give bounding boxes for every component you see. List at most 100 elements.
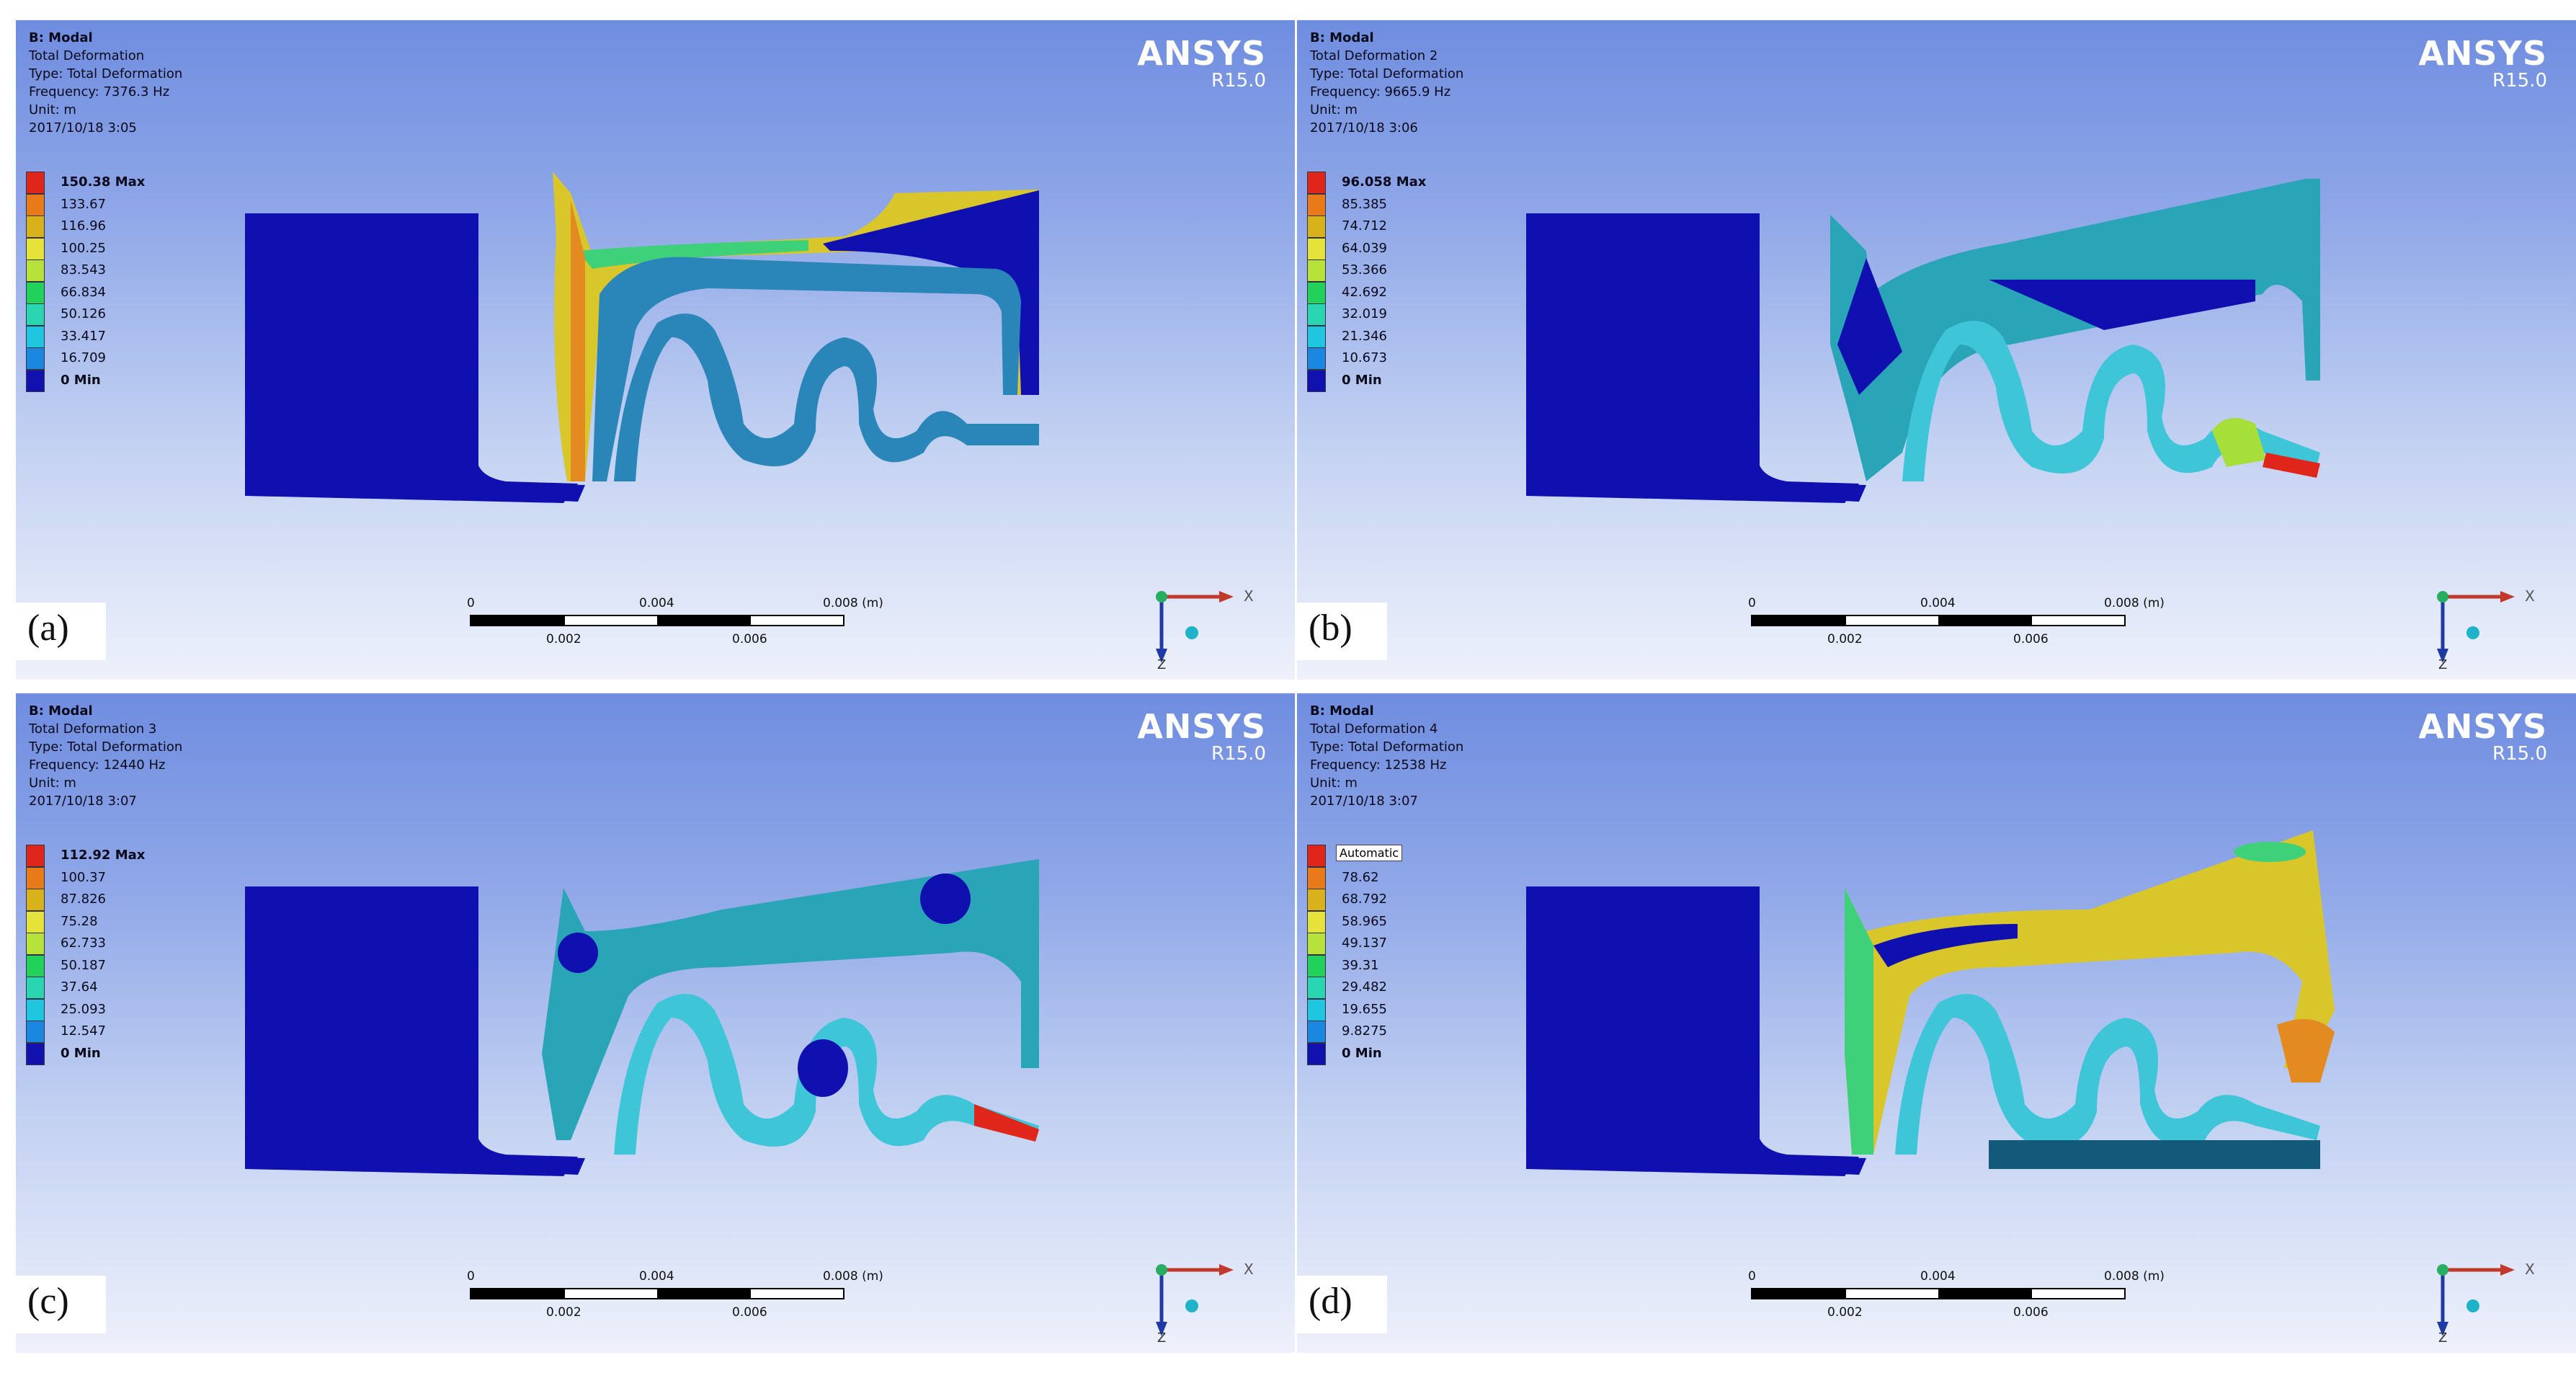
x-axis-label: X: [2525, 1261, 2535, 1278]
legend-swatch: [1307, 889, 1326, 911]
axis-triad[interactable]: X Z: [1147, 582, 1262, 669]
subfigure-label-text: (a): [27, 608, 69, 649]
z-axis-label: Z: [2438, 657, 2447, 669]
legend-value: 85.385: [1342, 196, 1387, 212]
header-line: Unit: m: [1310, 775, 1358, 791]
scale-label-0004: 0.004: [639, 596, 674, 610]
scale-bar: 0 0.004 0.008 (m) 0.002 0.006: [1729, 1269, 2165, 1320]
subfigure-label: (b): [1297, 603, 1387, 660]
header-line: Type: Total Deformation: [29, 66, 183, 81]
legend-value: 9.8275: [1342, 1023, 1387, 1039]
arm-upper: [542, 859, 1039, 1140]
legend-value: 83.543: [61, 262, 106, 277]
ansys-logo: ANSYS R15.0: [1137, 36, 1266, 91]
scale-label-0008: 0.008 (m): [2104, 596, 2165, 610]
scale-label-0: 0: [1748, 1269, 1756, 1284]
legend-value: 75.28: [61, 913, 98, 929]
scale-label-0002: 0.002: [1827, 1305, 1863, 1320]
legend-value: 0 Min: [1342, 372, 1382, 388]
header-line: B: Modal: [29, 703, 93, 719]
result-header: B: Modal Total Deformation 2 Type: Total…: [1310, 29, 1463, 137]
legend-swatch: [1307, 369, 1326, 392]
legend-swatch: [26, 910, 45, 933]
serpentine-spring: [1902, 321, 2320, 481]
x-axis-label: X: [2525, 587, 2535, 605]
axis-triad[interactable]: X Z: [2428, 1255, 2544, 1342]
header-line: Total Deformation: [29, 48, 145, 63]
legend-swatch: [1307, 910, 1326, 933]
legend-swatch: [26, 369, 45, 392]
legend-value: 10.673: [1342, 350, 1387, 365]
legend-value: 37.64: [61, 979, 98, 995]
x-axis-label: X: [1244, 1261, 1254, 1278]
header-line: Frequency: 9665.9 Hz: [1310, 84, 1451, 99]
viewport-panel-d[interactable]: B: Modal Total Deformation 4 Type: Total…: [1297, 693, 2576, 1353]
scale-bar: 0 0.004 0.008 (m) 0.002 0.006: [448, 596, 883, 646]
scale-bar-track: [470, 1288, 844, 1299]
legend-value: 32.019: [1342, 306, 1387, 321]
z-axis-label: Z: [1157, 1330, 1166, 1342]
subfigure-label-text: (d): [1309, 1281, 1352, 1322]
header-line: Type: Total Deformation: [29, 739, 183, 755]
deformation-model[interactable]: [16, 20, 1295, 680]
scale-label-0006: 0.006: [2013, 632, 2049, 646]
header-line: Frequency: 7376.3 Hz: [29, 84, 170, 99]
scale-bar-track: [1751, 615, 2126, 626]
axis-triad[interactable]: X Z: [1147, 1255, 1262, 1342]
ansys-logo: ANSYS R15.0: [2418, 36, 2547, 91]
legend-swatch: [1307, 977, 1326, 999]
legend-value: 68.792: [1342, 892, 1387, 907]
legend-value: 49.137: [1342, 935, 1387, 951]
viewport-panel-c[interactable]: B: Modal Total Deformation 3 Type: Total…: [16, 693, 1295, 1353]
brand-name: ANSYS: [2418, 707, 2547, 746]
scale-label-0: 0: [467, 596, 475, 610]
legend-swatch: [1307, 347, 1326, 370]
result-header: B: Modal Total Deformation 3 Type: Total…: [29, 702, 182, 810]
brand-name: ANSYS: [1137, 34, 1266, 73]
legend-value: 62.733: [61, 935, 106, 951]
axis-triad[interactable]: X Z: [2428, 582, 2544, 669]
automatic-tooltip[interactable]: Automatic: [1336, 845, 1403, 861]
legend-value: 50.126: [61, 306, 106, 321]
result-header: B: Modal Total Deformation Type: Total D…: [29, 29, 182, 137]
legend-value: 0 Min: [1342, 1045, 1382, 1061]
legend-value: 21.346: [1342, 328, 1387, 344]
legend-value: 87.826: [61, 892, 106, 907]
legend-swatch: [26, 347, 45, 370]
scale-label-0008: 0.008 (m): [823, 1269, 883, 1284]
z-axis-label: Z: [1157, 657, 1166, 669]
header-line: Total Deformation 3: [29, 721, 157, 737]
scale-label-0002: 0.002: [1827, 632, 1863, 646]
header-line: Type: Total Deformation: [1310, 66, 1464, 81]
legend-value: 16.709: [61, 350, 106, 365]
legend-value: 96.058 Max: [1342, 174, 1427, 190]
scale-label-0008: 0.008 (m): [823, 596, 883, 610]
legend-value: 78.62: [1342, 869, 1379, 885]
legend-swatch: [1307, 1042, 1326, 1065]
legend-swatch: [1307, 303, 1326, 326]
header-line: Total Deformation 4: [1310, 721, 1438, 737]
deformation-model[interactable]: [1297, 20, 2576, 680]
scale-label-0006: 0.006: [2013, 1305, 2049, 1320]
legend-value: 58.965: [1342, 913, 1387, 929]
scale-bar-track: [1751, 1288, 2126, 1299]
legend-value: 0 Min: [61, 1045, 101, 1061]
deformation-model[interactable]: [1297, 693, 2576, 1353]
legend-value: 0 Min: [61, 372, 101, 388]
viewport-panel-a[interactable]: B: Modal Total Deformation Type: Total D…: [16, 20, 1295, 680]
brand-name: ANSYS: [1137, 707, 1266, 746]
viewport-panel-b[interactable]: B: Modal Total Deformation 2 Type: Total…: [1297, 20, 2576, 680]
scale-label-0002: 0.002: [546, 1305, 581, 1320]
legend-value: 64.039: [1342, 240, 1387, 256]
scale-label-0002: 0.002: [546, 632, 581, 646]
scale-bar-track: [470, 615, 844, 626]
legend-swatch: [1307, 172, 1326, 194]
header-line: B: Modal: [29, 30, 93, 45]
scale-label-0006: 0.006: [732, 632, 767, 646]
serpentine-spring: [1895, 994, 2320, 1155]
serpentine-spring: [614, 994, 1039, 1155]
brand-name: ANSYS: [2418, 34, 2547, 73]
deformation-model[interactable]: [16, 693, 1295, 1353]
z-axis-label: Z: [2438, 1330, 2447, 1342]
base-block: [1526, 213, 1859, 503]
